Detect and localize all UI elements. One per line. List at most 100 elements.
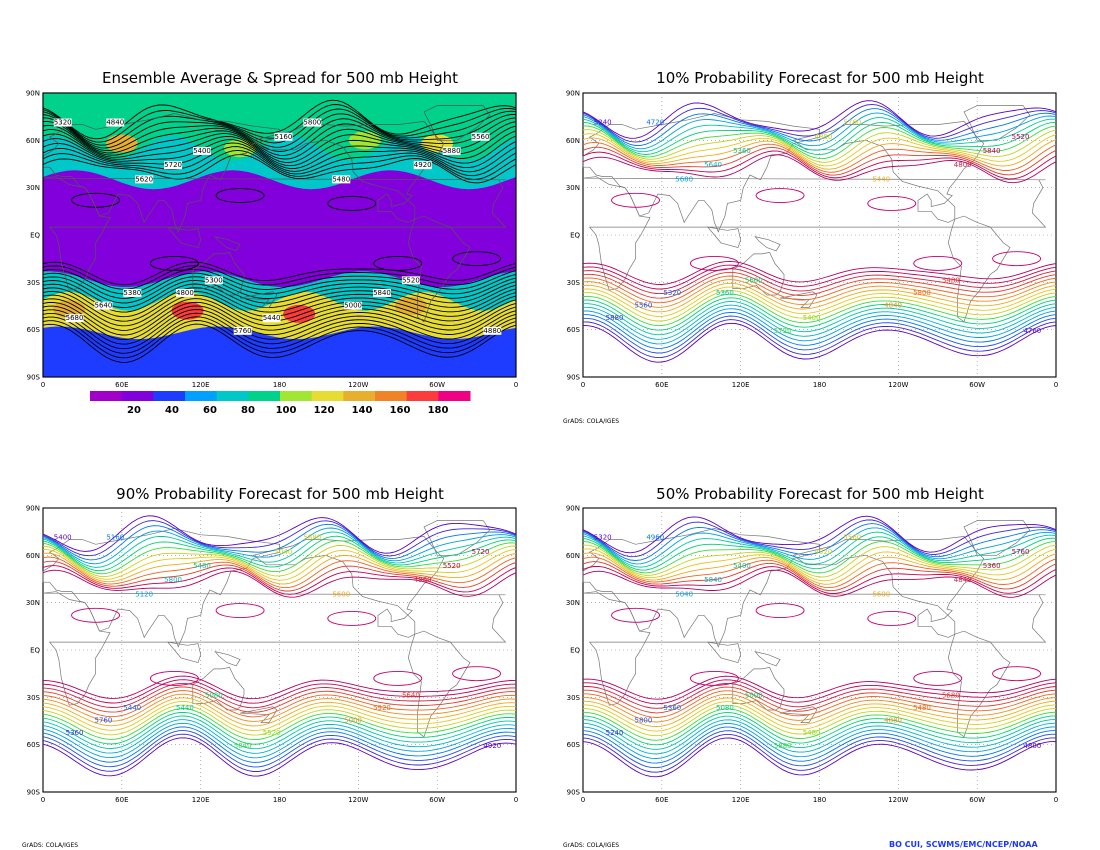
spread-contour-label: 5800: [303, 119, 321, 127]
p50-contour-label: 4800: [1023, 742, 1041, 750]
spread-contour-label: 5720: [164, 161, 182, 169]
p10-lat-tick: 60N: [566, 137, 580, 145]
p50-lat-tick: EQ: [570, 647, 580, 655]
p90-contour-label: 5920: [373, 704, 391, 712]
p90-lon-tick: 60E: [115, 796, 128, 804]
p50-lon-tick: 0: [1054, 796, 1058, 804]
colorbar-label: 160: [390, 405, 411, 415]
p10-lat-tick: 30S: [567, 279, 581, 287]
colorbar-label: 140: [352, 405, 373, 415]
p90-lat-tick: 90S: [27, 789, 41, 797]
colorbar-label: 100: [276, 405, 297, 415]
spread-lat-tick: 30N: [26, 184, 40, 192]
spread-contour-label: 5320: [54, 119, 72, 127]
p50-contour-label: 5880: [774, 742, 792, 750]
colorbar-swatch: [406, 391, 439, 401]
p10-contour-label: 4760: [1023, 327, 1041, 335]
p10-lon-tick: 0: [581, 381, 585, 389]
spread-lon-tick: 180: [273, 381, 286, 389]
p10-contour-label: 5240: [594, 119, 612, 127]
p10-contour-label: 5400: [803, 314, 821, 322]
spread-contour-label: 5840: [373, 289, 391, 297]
p10-lat-tick: 30N: [566, 184, 580, 192]
p10-map: 5240 5320 5360 5400 5440 5480 5520 5560 5640 5720…: [566, 90, 1058, 390]
spread-contour-label: 5680: [66, 314, 84, 322]
p10-contours: [582, 100, 1057, 363]
p90-map: 5400 5440 5480 5520 5600 5640 5720 5760 5800 5840…: [26, 505, 518, 805]
p10-contour-label: 5840: [983, 147, 1001, 155]
p50-coastlines: [582, 520, 1047, 738]
p90-lat-tick: 30N: [26, 599, 40, 607]
spread-contour-label: 5380: [123, 289, 141, 297]
p90-lat-tick: 90N: [26, 505, 40, 513]
p50-lat-tick: 90S: [567, 789, 581, 797]
p90-contour-label: 5720: [472, 548, 490, 556]
spread-contour-label: 5880: [443, 147, 461, 155]
colorbar-swatch: [216, 391, 249, 401]
panel-title-p90: 90% Probability Forecast for 500 mb Heig…: [116, 485, 444, 503]
p50-contour-label: 5480: [803, 729, 821, 737]
p90-contour-label: 5120: [135, 590, 153, 598]
p10-contour-label: 4720: [646, 119, 664, 127]
spread-lon-tick: 120W: [348, 381, 368, 389]
colorbar-swatch: [280, 391, 313, 401]
p10-contour-label: 5440: [872, 175, 890, 183]
colorbar-swatch: [343, 391, 376, 401]
p90-contour-label: 5080: [205, 691, 223, 699]
p10-contour-label: 5520: [1012, 133, 1030, 141]
p50-lat-tick: 60S: [567, 741, 581, 749]
spread-contour-label: 5000: [344, 302, 362, 310]
p50-contour-label: 5400: [733, 562, 751, 570]
credit-text: BO CUI, SCWMS/EMC/NCEP/NOAA: [889, 840, 1038, 849]
spread-contour-label: 5300: [205, 276, 223, 284]
p50-contour-label: 5360: [663, 704, 681, 712]
p90-lon-tick: 120W: [348, 796, 368, 804]
spread-contour-label: 5640: [95, 302, 113, 310]
p10-lon-tick: 60E: [655, 381, 668, 389]
p90-coastlines: [42, 520, 507, 738]
p50-lat-tick: 30S: [567, 694, 581, 702]
spread-map: 5320 5380 5400 5440 5480 5520 5560 5640 5720 5760…: [26, 90, 518, 390]
p50-contour-label: 5800: [635, 717, 653, 725]
p10-lat-tick: EQ: [570, 232, 580, 240]
p90-contour-label: 5800: [164, 576, 182, 584]
p50-contour-label: 4960: [646, 534, 664, 542]
grads-footer-3: GrADS: COLA/IGES: [563, 842, 620, 849]
p50-map: 5320 5360 5400 5480 5600 5680 5760 5800 5840 5880…: [566, 505, 1058, 805]
p50-contour-label: 5680: [942, 691, 960, 699]
p10-contour-label: 5480: [942, 276, 960, 284]
colorbar-swatch: [438, 391, 471, 401]
p90-lat-tick: 60N: [26, 552, 40, 560]
p10-lon-tick: 180: [813, 381, 826, 389]
p90-contour-label: 5520: [443, 562, 461, 570]
spread-contour-labels: 5320 5380 5400 5440 5480 5520 5560 5640 5720 5760…: [53, 118, 502, 335]
p90-lon-tick: 0: [41, 796, 45, 804]
spread-contour-label: 4840: [106, 119, 124, 127]
spread-lat-tick: 30S: [27, 279, 41, 287]
spread-contour-label: 4880: [483, 327, 501, 335]
spread-contour-label: 5760: [234, 327, 252, 335]
spread-contour-label: 4920: [414, 161, 432, 169]
p90-contour-labels: 5400 5440 5480 5520 5600 5640 5720 5760 5800 5840…: [54, 534, 501, 750]
p90-contour-label: 5040: [275, 548, 293, 556]
colorbar-label: 120: [314, 405, 335, 415]
p10-contour-label: 5560: [635, 302, 653, 310]
p50-contour-label: 5320: [594, 534, 612, 542]
p50-contours: [582, 515, 1057, 778]
p10-contour-label: 5320: [663, 289, 681, 297]
p10-contour-labels: 5240 5320 5360 5400 5440 5480 5520 5560 5640 5720…: [594, 119, 1041, 335]
p10-lat-tick: 90S: [567, 374, 581, 382]
colorbar-label: 180: [428, 405, 449, 415]
spread-contour-label: 5160: [275, 133, 293, 141]
p50-contour-labels: 5320 5360 5400 5480 5600 5680 5760 5800 5840 5880…: [594, 534, 1041, 750]
p90-lat-tick: EQ: [30, 647, 40, 655]
spread-lon-tick: 0: [41, 381, 45, 389]
spread-contour-label: 5400: [193, 147, 211, 155]
p10-contour-label: 5360: [733, 147, 751, 155]
p50-lon-tick: 60W: [969, 796, 985, 804]
spread-contour-label: 4800: [176, 289, 194, 297]
spread-colorbar: 20 40 60 80 100 120 140 160 180: [90, 391, 471, 415]
colorbar-label: 40: [165, 405, 179, 415]
p10-contour-label: 4840: [884, 302, 902, 310]
p10-contour-label: 5680: [675, 175, 693, 183]
